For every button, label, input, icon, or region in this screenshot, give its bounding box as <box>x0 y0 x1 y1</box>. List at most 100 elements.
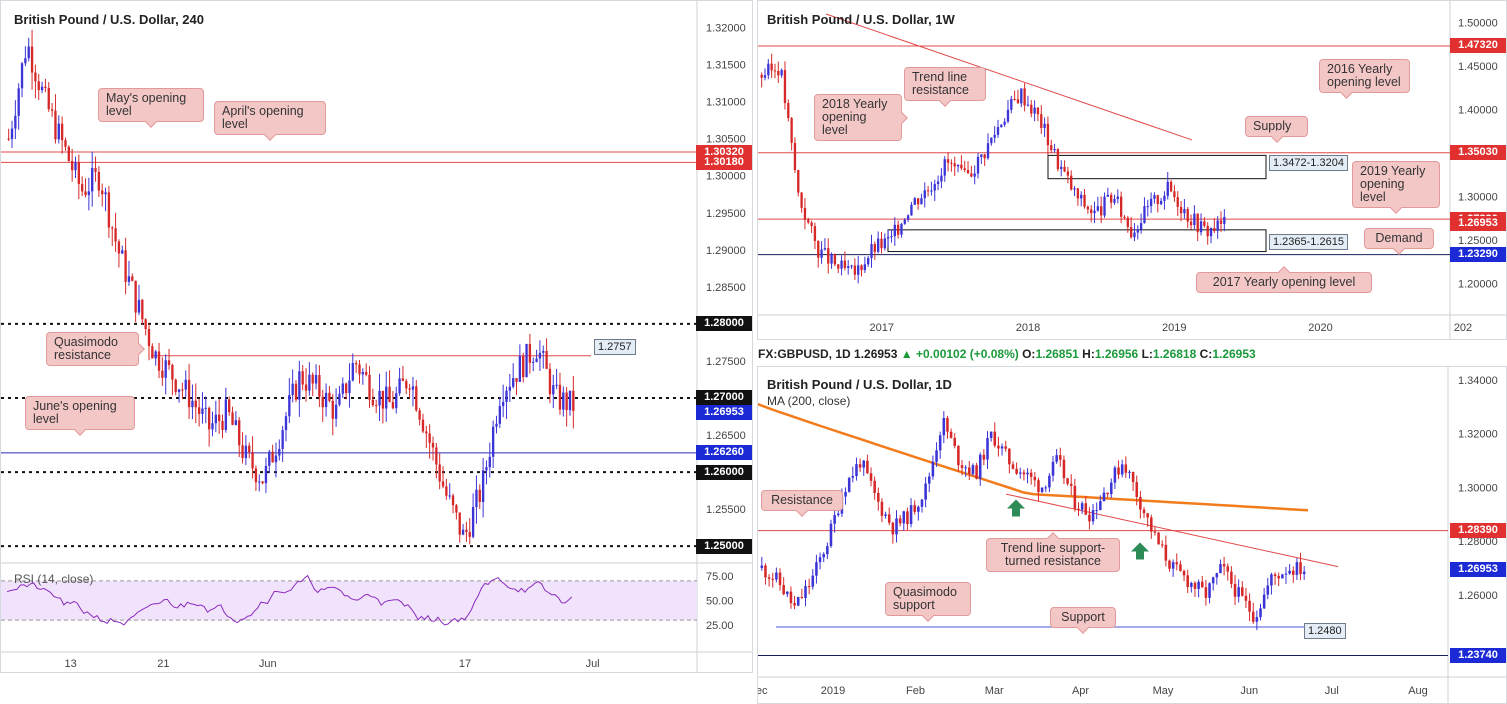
open-label: O: <box>1022 347 1036 361</box>
chart-daily-canvas[interactable]: 1.34000 1.32000 1.30000 1.28000 1.26000 ec 201… <box>758 367 1507 704</box>
p3-candle <box>1153 531 1157 533</box>
p3-candle <box>1095 510 1098 512</box>
callout-supply: Supply <box>1245 116 1308 137</box>
p1-candle <box>401 378 405 381</box>
p2-candle <box>1016 99 1020 104</box>
p1-candle <box>144 319 147 330</box>
p1-candle <box>512 378 515 387</box>
p1-candle <box>515 378 518 382</box>
p1-candle <box>568 390 572 411</box>
p3-candle <box>1233 583 1237 597</box>
p1-candle <box>101 190 104 195</box>
p2-candle <box>880 238 883 249</box>
p2-candle <box>1113 199 1116 203</box>
p1-candle <box>291 383 294 395</box>
p2-candle <box>1053 149 1056 151</box>
p3-candle <box>964 467 967 469</box>
p2-candle <box>1026 104 1030 106</box>
p3-candle <box>1295 562 1299 575</box>
p3-candle <box>887 514 891 523</box>
x-tick-label: Jun <box>1240 685 1258 697</box>
p2-candle <box>1179 206 1183 214</box>
p2-candle <box>1086 206 1090 210</box>
p2-candle <box>986 143 990 159</box>
p2-candle <box>773 70 777 72</box>
p1-candle <box>77 162 81 185</box>
p2-candle <box>903 219 906 224</box>
p1-candle <box>294 383 298 400</box>
p3-candle <box>1273 574 1277 577</box>
rsi-line <box>6 574 573 626</box>
p2-candle <box>1143 206 1146 224</box>
ma-200-line <box>758 403 1309 512</box>
p2-candle <box>1163 195 1166 201</box>
p2-candle <box>770 63 773 71</box>
p3-candle <box>1073 485 1077 509</box>
p1-candle <box>121 250 124 254</box>
chart-weekly-panel[interactable]: 1.500001.450001.400001.350001.300001.250… <box>757 0 1507 340</box>
p3-candle <box>877 492 880 502</box>
x-tick-label: 2019 <box>1162 322 1186 334</box>
p3-candle <box>1175 562 1179 565</box>
callout-2017-yearly: 2017 Yearly opening level <box>1196 272 1372 293</box>
p3-candle <box>1299 562 1302 575</box>
p3-candle <box>1011 464 1015 469</box>
p3-candle <box>1226 566 1230 572</box>
p2-candle <box>1169 181 1173 192</box>
rsi-tick-label: 25.00 <box>706 620 734 632</box>
p1-candle <box>421 419 425 432</box>
p3-candle <box>960 465 964 468</box>
p1-candle <box>177 389 181 392</box>
p2-candle <box>873 244 877 252</box>
p3-candle <box>807 586 811 588</box>
y-tick-label: 1.28000 <box>1458 536 1498 548</box>
p3-candle <box>873 480 876 493</box>
y-tick-label: 1.30500 <box>706 134 746 146</box>
p2-candle <box>840 260 843 269</box>
p2-candle <box>867 257 870 265</box>
p1-candle <box>97 171 101 191</box>
p3-candle <box>982 454 986 460</box>
p2-candle <box>813 226 817 241</box>
p3-candle <box>1135 482 1139 497</box>
p1-candle <box>154 351 157 359</box>
p1-candle <box>238 420 241 446</box>
p3-candle <box>895 518 898 535</box>
p1-candle <box>552 385 555 395</box>
p2-candle <box>923 190 926 199</box>
chart-weekly-canvas[interactable]: 1.500001.450001.400001.350001.300001.250… <box>758 1 1507 340</box>
supply-zone <box>1047 154 1267 180</box>
p1-candle <box>445 486 448 496</box>
p1-candle <box>268 451 271 466</box>
p3-candle <box>1157 532 1160 545</box>
p3-candle <box>847 477 851 492</box>
p1-candle <box>324 392 328 408</box>
p3-candle <box>866 460 869 474</box>
p1-candle <box>81 184 84 192</box>
p3-candle <box>880 501 884 516</box>
p1-candle <box>151 346 154 359</box>
symbol-name: FX:GBPUSD, 1D <box>758 347 851 361</box>
callout-quasimodo-resistance: Quasimodo resistance <box>46 332 139 366</box>
high-label: H: <box>1082 347 1095 361</box>
p1-candle <box>348 380 351 394</box>
p1-candle <box>391 402 395 409</box>
p2-candle <box>966 169 970 174</box>
callout-2018-yearly: 2018 Yearly opening level <box>814 94 902 141</box>
y-tick-label: 1.27500 <box>706 356 746 368</box>
p1-candle <box>221 421 224 430</box>
last-price: 1.26953 <box>854 347 898 361</box>
p3-candle <box>884 514 887 516</box>
p2-candle <box>1193 213 1196 226</box>
price-tag: 1.28390 <box>1450 523 1506 539</box>
callout-april-opening: April's opening level <box>214 101 326 135</box>
p1-candle <box>341 383 344 394</box>
p1-candle <box>50 109 54 111</box>
p3-candle <box>775 572 778 580</box>
p1-candle <box>385 386 388 409</box>
p2-candle <box>1176 197 1179 207</box>
chart-daily-panel[interactable]: 1.34000 1.32000 1.30000 1.28000 1.26000 ec 201… <box>757 366 1507 704</box>
chart-4h-panel[interactable]: 1.32000 1.31500 1.31000 1.30500 1.30000 1.295… <box>0 0 753 673</box>
p1-candle <box>395 393 398 409</box>
p2-candle <box>1153 195 1156 199</box>
